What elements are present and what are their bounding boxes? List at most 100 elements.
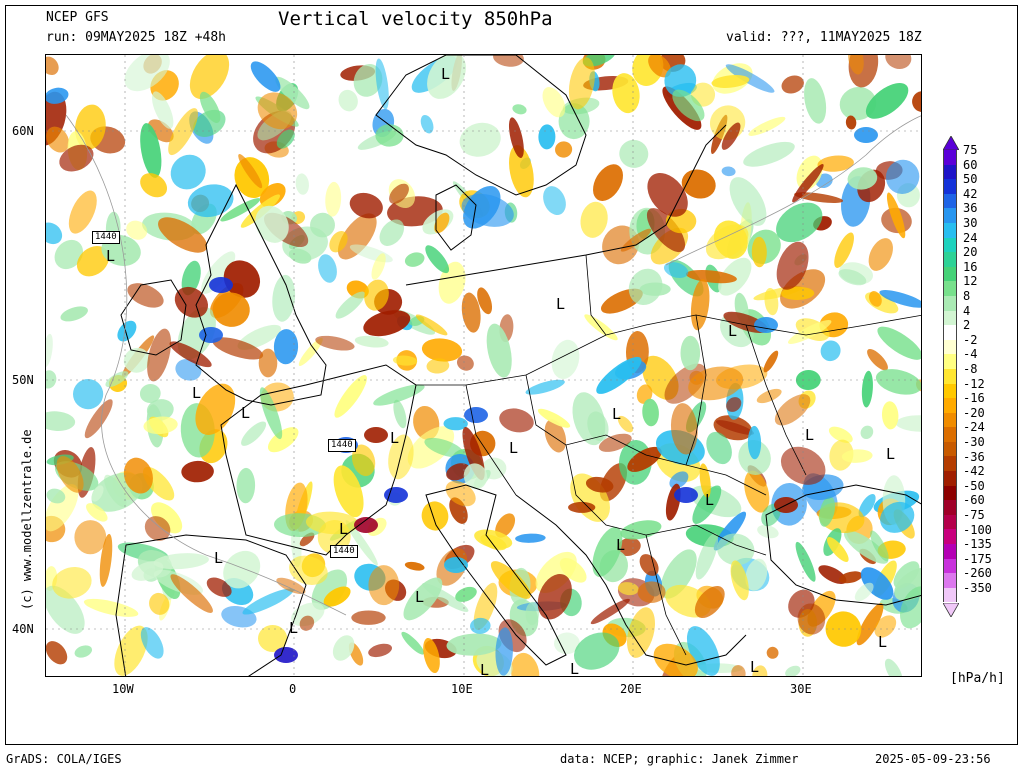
legend-level-label: -12 xyxy=(963,376,985,391)
velocity-blob xyxy=(73,379,104,410)
velocity-blob xyxy=(554,632,580,655)
vertical-velocity-map: L L L L L L L L L L L L L L L L L L L L … xyxy=(45,54,922,677)
velocity-blob xyxy=(804,78,827,124)
velocity-blob xyxy=(637,581,666,603)
velocity-blob xyxy=(486,323,512,378)
velocity-blob xyxy=(149,592,170,615)
velocity-blob xyxy=(780,446,826,485)
velocity-blob xyxy=(847,167,878,190)
velocity-blob xyxy=(845,115,857,130)
velocity-blob xyxy=(716,533,755,566)
velocity-blob xyxy=(392,355,418,366)
velocity-blob xyxy=(181,460,214,483)
velocity-blob xyxy=(828,426,853,443)
velocity-blob xyxy=(461,292,481,333)
baltic-coast xyxy=(405,124,727,286)
velocity-blob xyxy=(54,239,84,270)
page-title: Vertical velocity 850hPa xyxy=(278,8,553,30)
velocity-blob xyxy=(858,494,876,518)
legend-level-label: 42 xyxy=(963,186,978,201)
velocity-blob xyxy=(795,541,816,582)
velocity-blob xyxy=(236,467,256,504)
legend-swatch xyxy=(943,471,957,486)
legend-level-label: -75 xyxy=(963,508,985,522)
velocity-blob xyxy=(389,183,409,204)
velocity-blob xyxy=(865,83,909,119)
velocity-blob xyxy=(421,501,449,531)
legend-level-label: 75 xyxy=(963,143,978,157)
velocity-blob xyxy=(834,232,854,268)
velocity-blob xyxy=(470,617,491,634)
velocity-blob xyxy=(766,646,779,659)
velocity-blob xyxy=(84,399,113,439)
velocity-blob xyxy=(131,561,164,581)
velocity-blob xyxy=(124,55,170,92)
velocity-blob xyxy=(46,585,85,634)
border-path xyxy=(685,314,707,466)
velocity-blob xyxy=(332,635,355,661)
legend-swatch xyxy=(943,456,957,472)
velocity-core xyxy=(364,427,388,443)
map-canvas xyxy=(46,55,921,676)
velocity-blob xyxy=(841,449,873,463)
velocity-blob xyxy=(776,241,809,290)
velocity-blob xyxy=(721,122,741,150)
velocity-blob xyxy=(620,520,662,540)
velocity-blob xyxy=(212,292,250,327)
velocity-blob xyxy=(559,557,587,583)
velocity-blob xyxy=(895,415,921,432)
velocity-blob xyxy=(730,560,749,601)
velocity-blob xyxy=(181,260,201,296)
velocity-blob xyxy=(731,665,746,676)
velocity-blob xyxy=(669,471,689,489)
velocity-blob xyxy=(879,290,921,308)
border-path xyxy=(465,384,517,496)
legend-swatch xyxy=(943,252,957,267)
legend-level-label: 50 xyxy=(963,172,978,187)
legend-swatch xyxy=(943,164,957,180)
border-path xyxy=(645,534,687,656)
velocity-blob xyxy=(267,427,299,453)
velocity-blob xyxy=(46,641,68,665)
velocity-blob xyxy=(295,173,309,195)
low-marker: L xyxy=(415,588,425,606)
velocity-blob xyxy=(695,533,719,580)
velocity-blob xyxy=(56,456,84,493)
velocity-blob xyxy=(617,537,641,557)
velocity-blob xyxy=(140,123,162,178)
velocity-core xyxy=(444,557,468,573)
velocity-blob xyxy=(867,348,888,371)
velocity-blob xyxy=(690,279,710,331)
low-marker: L xyxy=(805,426,815,444)
legend-swatch xyxy=(943,150,957,165)
velocity-blob xyxy=(781,75,804,94)
velocity-blob xyxy=(68,190,97,234)
velocity-blob xyxy=(250,61,281,92)
velocity-blob xyxy=(351,610,386,625)
velocity-blob xyxy=(495,627,513,676)
velocity-blob xyxy=(349,192,383,219)
velocity-blob xyxy=(354,335,389,348)
legend-swatch xyxy=(943,281,957,296)
lon-label-10w: 10W xyxy=(112,682,134,696)
legend-level-label: -8 xyxy=(963,362,978,376)
velocity-blob xyxy=(868,238,893,271)
copyright-notice: (c) www.modellzentrale.de xyxy=(20,429,34,610)
legend-swatch xyxy=(943,222,957,238)
velocity-blob xyxy=(461,193,514,227)
legend-level-label: 24 xyxy=(963,230,978,245)
velocity-blob xyxy=(627,607,655,658)
legend-swatch xyxy=(943,368,957,384)
velocity-blob xyxy=(76,245,110,277)
legend-level-label: -175 xyxy=(963,551,992,566)
velocity-blob xyxy=(596,356,642,394)
lat-label-50n: 50N xyxy=(12,373,34,387)
velocity-blob xyxy=(848,55,864,75)
velocity-blob xyxy=(86,503,108,522)
velocity-blob xyxy=(653,643,698,676)
low-marker: L xyxy=(750,658,760,676)
velocity-blob xyxy=(839,571,863,584)
legend-level-label: 30 xyxy=(963,216,978,230)
velocity-blob xyxy=(797,603,826,635)
velocity-blob xyxy=(144,516,171,541)
